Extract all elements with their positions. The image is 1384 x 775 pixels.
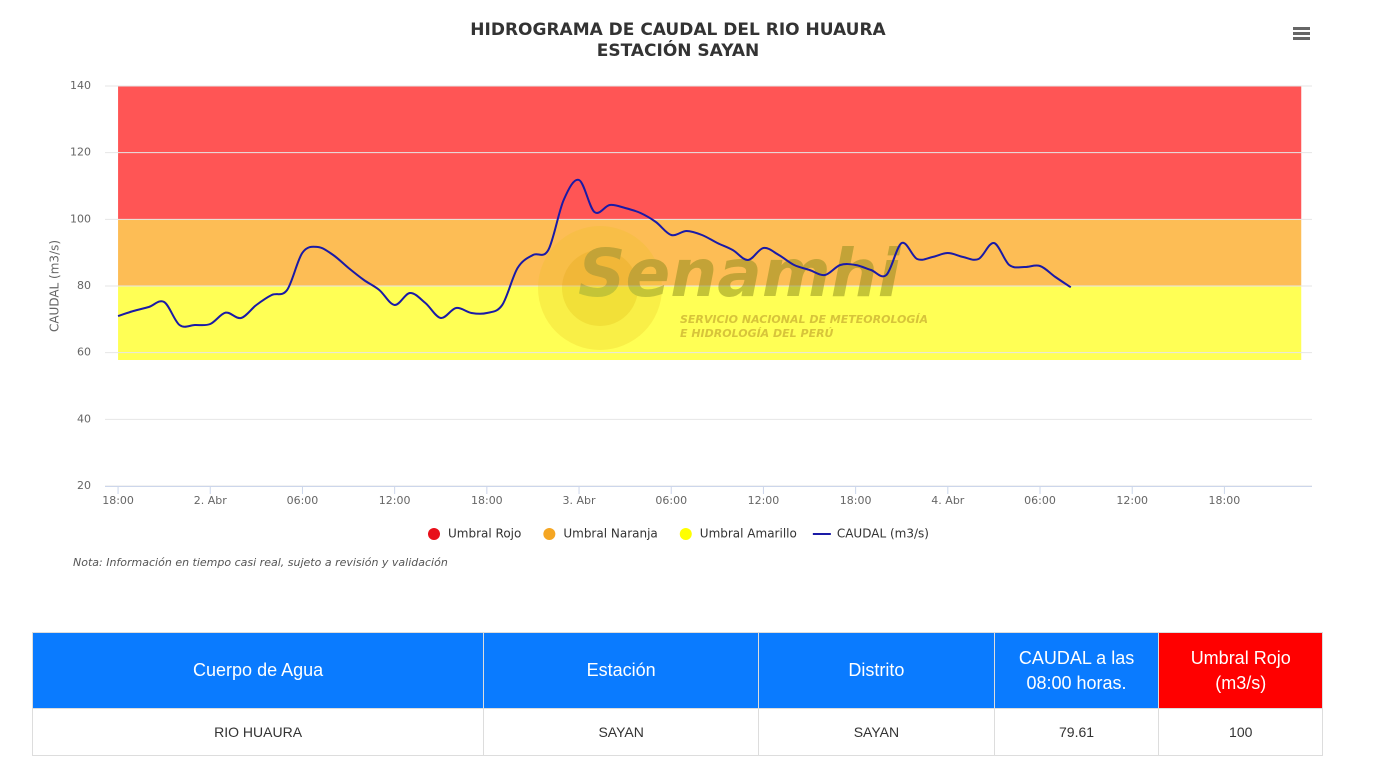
table-cell: SAYAN — [483, 708, 760, 756]
x-tick-label: 2. Abr — [194, 494, 227, 507]
table-cell: RIO HUAURA — [31, 708, 485, 756]
watermark-line: SERVICIO NACIONAL DE METEOROLOGÍA — [680, 313, 928, 326]
menu-button[interactable] — [1293, 27, 1310, 40]
x-tick-label: 06:00 — [655, 494, 687, 507]
x-tick-label: 12:00 — [748, 494, 780, 507]
legend-label: Umbral Rojo — [448, 527, 521, 541]
y-tick-label: 40 — [77, 412, 91, 425]
logo-core — [562, 250, 638, 326]
y-tick-label: 20 — [77, 479, 91, 492]
x-tick-label: 06:00 — [287, 494, 319, 507]
column-header: Distrito — [758, 632, 995, 709]
menu-bar — [1293, 32, 1310, 35]
table-row: RIO HUAURA SAYAN SAYAN 79.61 100 — [31, 708, 1323, 756]
data-table: Cuerpo de Agua Estación Distrito CAUDAL a l… — [31, 632, 1323, 756]
x-tick-label: 3. Abr — [563, 494, 596, 507]
y-axis-title: CAUDAL (m3/s) — [48, 240, 62, 332]
x-tick-label: 18:00 — [1209, 494, 1241, 507]
watermark-name: Senamhi — [578, 235, 902, 312]
column-header: CAUDAL a las 08:00 horas. — [993, 632, 1160, 709]
legend-label: CAUDAL (m3/s) — [837, 527, 929, 541]
chart: HIDROGRAMA DE CAUDAL DEL RIO HUAURA ESTA… — [48, 20, 1312, 569]
x-tick-label: 06:00 — [1024, 494, 1056, 507]
y-tick-label: 140 — [70, 79, 91, 92]
x-tick-label: 18:00 — [471, 494, 503, 507]
legend-label: Umbral Amarillo — [700, 527, 797, 541]
chart-title: HIDROGRAMA DE CAUDAL DEL RIO HUAURA — [470, 20, 886, 40]
note: Nota: Información en tiempo casi real, s… — [73, 556, 448, 569]
watermark-line: E HIDROLOGÍA DEL PERÚ — [680, 327, 834, 340]
x-tick-label: 18:00 — [102, 494, 134, 507]
legend: Umbral Rojo Umbral Naranja Umbral Amarillo… — [428, 527, 929, 541]
y-tick-label: 60 — [77, 346, 91, 359]
table-body: RIO HUAURA SAYAN SAYAN 79.61 100 — [31, 708, 1323, 756]
x-tick-label: 12:00 — [1116, 494, 1148, 507]
watermark: Senamhi SERVICIO NACIONAL DE METEOROLOGÍ… — [538, 226, 928, 350]
grid: 20 40 60 80 100 120 140 18:00 2. Abr 06:00 12:00 18… — [70, 79, 1312, 507]
x-tick-label: 12:00 — [379, 494, 411, 507]
legend-label: Umbral Naranja — [563, 527, 657, 541]
y-tick-label: 100 — [70, 212, 91, 225]
x-tick-label: 18:00 — [840, 494, 872, 507]
legend-marker — [543, 528, 556, 540]
threshold-band — [118, 286, 1302, 360]
y-tick-label: 120 — [70, 146, 91, 159]
table-cell: 100 — [1158, 708, 1323, 756]
menu-bar — [1293, 27, 1310, 30]
table-cell: SAYAN — [758, 708, 995, 756]
table-cell: 79.61 — [993, 708, 1160, 756]
column-header: Cuerpo de Agua — [31, 632, 485, 709]
chart-subtitle: ESTACIÓN SAYAN — [597, 39, 760, 61]
threshold-band — [118, 219, 1302, 286]
series-line — [117, 178, 1072, 328]
column-header: Estación — [483, 632, 760, 709]
header-row: Cuerpo de Agua Estación Distrito CAUDAL a l… — [31, 632, 1323, 709]
menu-bar — [1293, 37, 1310, 40]
legend-marker — [428, 528, 440, 540]
y-tick-label: 80 — [77, 279, 91, 292]
logo-sun — [538, 226, 662, 350]
column-header: Umbral Rojo (m3/s) — [1158, 632, 1323, 709]
plot — [117, 178, 1072, 328]
x-tick-label: 4. Abr — [931, 494, 964, 507]
legend-marker — [679, 528, 692, 540]
